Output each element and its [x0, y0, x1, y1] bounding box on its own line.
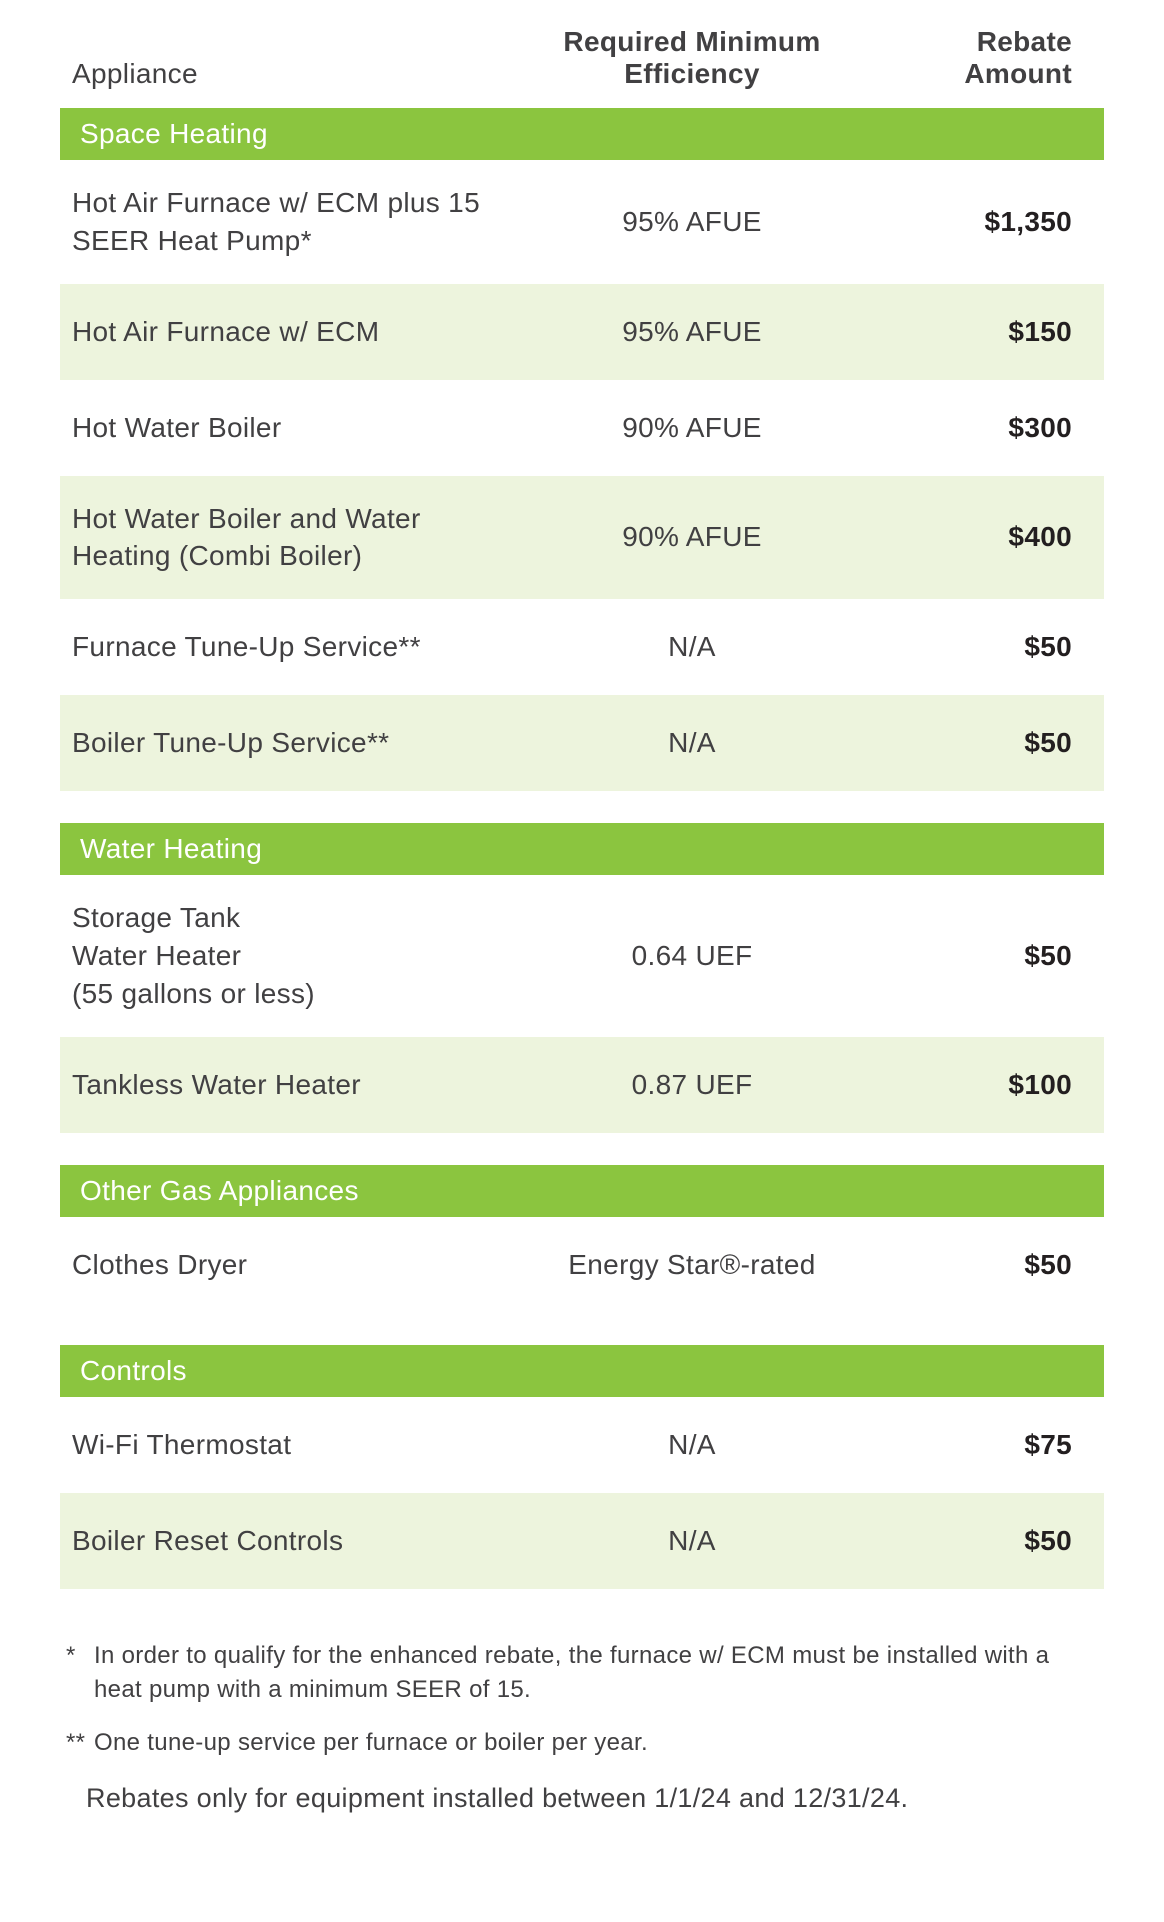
- section: Space Heating Hot Air Furnace w/ ECM plus…: [60, 108, 1104, 791]
- cell-efficiency: 95% AFUE: [512, 313, 872, 351]
- cell-rebate: $50: [872, 1522, 1072, 1560]
- cell-appliance: Furnace Tune-Up Service**: [72, 628, 512, 666]
- footnote-text: One tune-up service per furnace or boile…: [94, 1726, 648, 1761]
- section-header: Space Heating: [60, 108, 1104, 160]
- cell-rebate: $50: [872, 628, 1072, 666]
- cell-efficiency: 0.64 UEF: [512, 937, 872, 975]
- cell-appliance: Hot Air Furnace w/ ECM plus 15 SEER Heat…: [72, 184, 512, 260]
- table-row: Boiler Tune-Up Service**N/A$50: [60, 695, 1104, 791]
- cell-rebate: $300: [872, 409, 1072, 447]
- table-row: Boiler Reset ControlsN/A$50: [60, 1493, 1104, 1589]
- footnote-text: In order to qualify for the enhanced reb…: [94, 1639, 1104, 1709]
- cell-appliance: Tankless Water Heater: [72, 1066, 512, 1104]
- table-row: Tankless Water Heater0.87 UEF$100: [60, 1037, 1104, 1133]
- cell-appliance: Hot Air Furnace w/ ECM: [72, 313, 512, 351]
- section-header: Water Heating: [60, 823, 1104, 875]
- cell-rebate: $50: [872, 1246, 1072, 1284]
- table-row: Hot Air Furnace w/ ECM plus 15 SEER Heat…: [60, 160, 1104, 284]
- cell-rebate: $150: [872, 313, 1072, 351]
- footnote: *In order to qualify for the enhanced re…: [66, 1639, 1104, 1709]
- cell-rebate: $50: [872, 937, 1072, 975]
- table-row: Hot Water Boiler90% AFUE$300: [60, 380, 1104, 476]
- col-appliance: Appliance: [72, 58, 512, 90]
- table-row: Hot Water Boiler and Water Heating (Comb…: [60, 476, 1104, 600]
- table-row: Wi-Fi ThermostatN/A$75: [60, 1397, 1104, 1493]
- section: Other Gas AppliancesClothes DryerEnergy …: [60, 1165, 1104, 1313]
- cell-appliance: Hot Water Boiler and Water Heating (Comb…: [72, 500, 512, 576]
- cell-appliance: Wi-Fi Thermostat: [72, 1426, 512, 1464]
- section-header: Other Gas Appliances: [60, 1165, 1104, 1217]
- cell-efficiency: 0.87 UEF: [512, 1066, 872, 1104]
- cell-efficiency: N/A: [512, 1522, 872, 1560]
- cell-rebate: $50: [872, 724, 1072, 762]
- table-row: Furnace Tune-Up Service**N/A$50: [60, 599, 1104, 695]
- column-headers: Appliance Required Minimum Efficiency Re…: [60, 26, 1104, 108]
- footnote-mark: *: [66, 1639, 94, 1709]
- cell-efficiency: N/A: [512, 1426, 872, 1464]
- cell-efficiency: N/A: [512, 628, 872, 666]
- table-row: Hot Air Furnace w/ ECM95% AFUE$150: [60, 284, 1104, 380]
- footnotes: *In order to qualify for the enhanced re…: [60, 1639, 1104, 1819]
- col-rebate: Rebate Amount: [872, 26, 1072, 90]
- cell-rebate: $75: [872, 1426, 1072, 1464]
- cell-rebate: $100: [872, 1066, 1072, 1104]
- cell-appliance: Boiler Reset Controls: [72, 1522, 512, 1560]
- rebate-table: Space Heating Hot Air Furnace w/ ECM plus…: [60, 108, 1104, 1589]
- cell-efficiency: 90% AFUE: [512, 518, 872, 556]
- cell-rebate: $400: [872, 518, 1072, 556]
- section-header: Controls: [60, 1345, 1104, 1397]
- cell-appliance: Boiler Tune-Up Service**: [72, 724, 512, 762]
- cell-appliance: Storage TankWater Heater(55 gallons or l…: [72, 899, 512, 1012]
- section: ControlsWi-Fi ThermostatN/A$75Boiler Res…: [60, 1345, 1104, 1589]
- date-range-note: Rebates only for equipment installed bet…: [66, 1779, 1104, 1818]
- cell-efficiency: 90% AFUE: [512, 409, 872, 447]
- cell-efficiency: Energy Star®-rated: [512, 1246, 872, 1284]
- cell-efficiency: 95% AFUE: [512, 203, 872, 241]
- cell-rebate: $1,350: [872, 203, 1072, 241]
- col-efficiency: Required Minimum Efficiency: [512, 26, 872, 90]
- table-row: Storage TankWater Heater(55 gallons or l…: [60, 875, 1104, 1036]
- section: Water Heating Storage TankWater Heater(55…: [60, 823, 1104, 1132]
- cell-appliance: Clothes Dryer: [72, 1246, 512, 1284]
- footnote: **One tune-up service per furnace or boi…: [66, 1726, 1104, 1761]
- cell-appliance: Hot Water Boiler: [72, 409, 512, 447]
- footnote-mark: **: [66, 1726, 94, 1761]
- cell-efficiency: N/A: [512, 724, 872, 762]
- table-row: Clothes DryerEnergy Star®-rated$50: [60, 1217, 1104, 1313]
